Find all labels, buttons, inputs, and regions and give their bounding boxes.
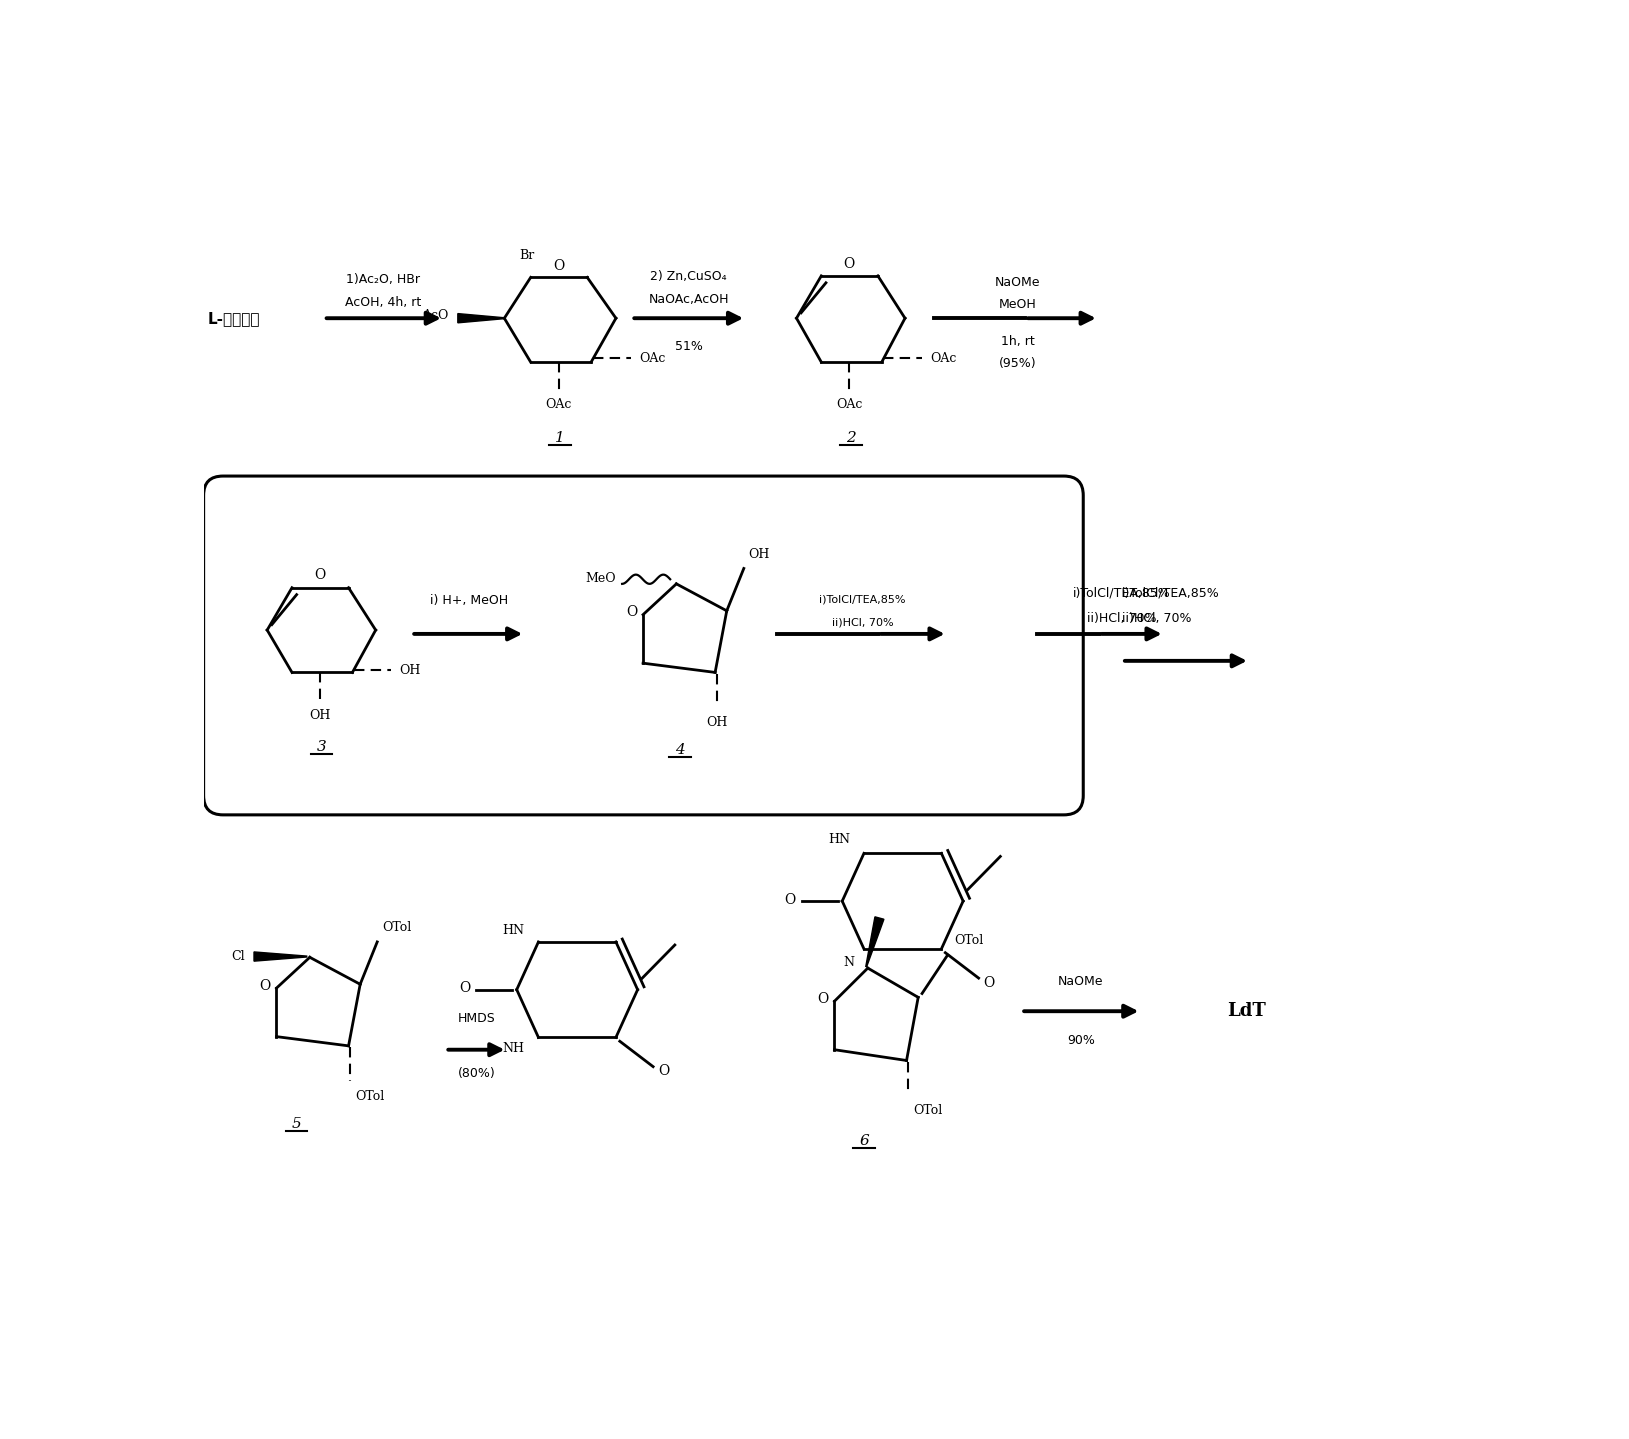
Text: Br: Br bbox=[520, 249, 534, 262]
Text: OH: OH bbox=[310, 708, 331, 721]
Text: OH: OH bbox=[705, 717, 728, 730]
Text: HN: HN bbox=[828, 833, 850, 846]
Text: O: O bbox=[658, 1065, 670, 1078]
Text: NaOAc,AcOH: NaOAc,AcOH bbox=[648, 294, 730, 307]
Text: OH: OH bbox=[748, 548, 771, 561]
Text: MeO: MeO bbox=[585, 571, 616, 586]
Text: OTol: OTol bbox=[355, 1089, 384, 1102]
Text: i) H+, MeOH: i) H+, MeOH bbox=[430, 594, 508, 607]
Text: 2) Zn,CuSO₄: 2) Zn,CuSO₄ bbox=[650, 269, 727, 283]
Text: LdT: LdT bbox=[1227, 1002, 1266, 1020]
Text: Cl: Cl bbox=[231, 950, 244, 963]
Text: AcOH, 4h, rt: AcOH, 4h, rt bbox=[345, 296, 422, 309]
Text: 1)Ac₂O, HBr: 1)Ac₂O, HBr bbox=[347, 273, 420, 286]
Text: 90%: 90% bbox=[1067, 1035, 1095, 1048]
Text: AcO: AcO bbox=[422, 308, 448, 322]
Text: i)TolCl/TEA,85%: i)TolCl/TEA,85% bbox=[819, 594, 906, 604]
Text: O: O bbox=[552, 259, 564, 273]
Text: HN: HN bbox=[502, 924, 525, 937]
Text: 5: 5 bbox=[292, 1117, 301, 1131]
Text: i)TolCl/TEA,85%: i)TolCl/TEA,85% bbox=[1122, 586, 1220, 599]
Text: NaOMe: NaOMe bbox=[1059, 976, 1104, 989]
Text: ii)HCl, 70%: ii)HCl, 70% bbox=[831, 617, 893, 627]
Text: OTol: OTol bbox=[381, 921, 411, 934]
Text: OAc: OAc bbox=[546, 397, 572, 410]
Text: 3: 3 bbox=[316, 740, 326, 754]
Text: OTol: OTol bbox=[955, 934, 982, 947]
Text: (95%): (95%) bbox=[999, 357, 1036, 370]
Text: ii)HCl, 70%: ii)HCl, 70% bbox=[1087, 612, 1157, 625]
Text: NaOMe: NaOMe bbox=[995, 276, 1041, 289]
Text: 51%: 51% bbox=[674, 340, 702, 353]
Text: O: O bbox=[818, 991, 829, 1006]
Text: NH: NH bbox=[502, 1042, 525, 1055]
Text: 1: 1 bbox=[555, 432, 565, 446]
Text: L-阿拉伯糖: L-阿拉伯糖 bbox=[207, 311, 261, 325]
Text: OAc: OAc bbox=[639, 351, 666, 364]
Text: HMDS: HMDS bbox=[458, 1012, 495, 1025]
Text: OAc: OAc bbox=[836, 397, 862, 410]
Text: O: O bbox=[844, 256, 855, 271]
Text: MeOH: MeOH bbox=[999, 298, 1036, 311]
Polygon shape bbox=[254, 953, 306, 961]
Text: O: O bbox=[459, 981, 471, 996]
Text: 4: 4 bbox=[676, 744, 686, 757]
Polygon shape bbox=[458, 314, 505, 322]
Text: O: O bbox=[259, 979, 270, 993]
Text: N: N bbox=[844, 955, 855, 970]
Text: 1h, rt: 1h, rt bbox=[1000, 335, 1034, 348]
Polygon shape bbox=[865, 917, 885, 967]
Text: OH: OH bbox=[399, 663, 420, 676]
Text: ii)HCl, 70%: ii)HCl, 70% bbox=[1122, 612, 1191, 625]
Text: O: O bbox=[984, 976, 995, 990]
Text: i)TolCl/TEA,85%: i)TolCl/TEA,85% bbox=[1074, 586, 1171, 599]
Text: OAc: OAc bbox=[930, 351, 956, 364]
Text: 6: 6 bbox=[858, 1134, 868, 1148]
Text: O: O bbox=[785, 892, 795, 907]
Text: O: O bbox=[626, 606, 637, 619]
Text: O: O bbox=[314, 568, 326, 583]
Text: 2: 2 bbox=[845, 432, 855, 446]
Text: OTol: OTol bbox=[912, 1104, 942, 1117]
FancyBboxPatch shape bbox=[204, 476, 1083, 814]
Text: (80%): (80%) bbox=[458, 1066, 495, 1079]
